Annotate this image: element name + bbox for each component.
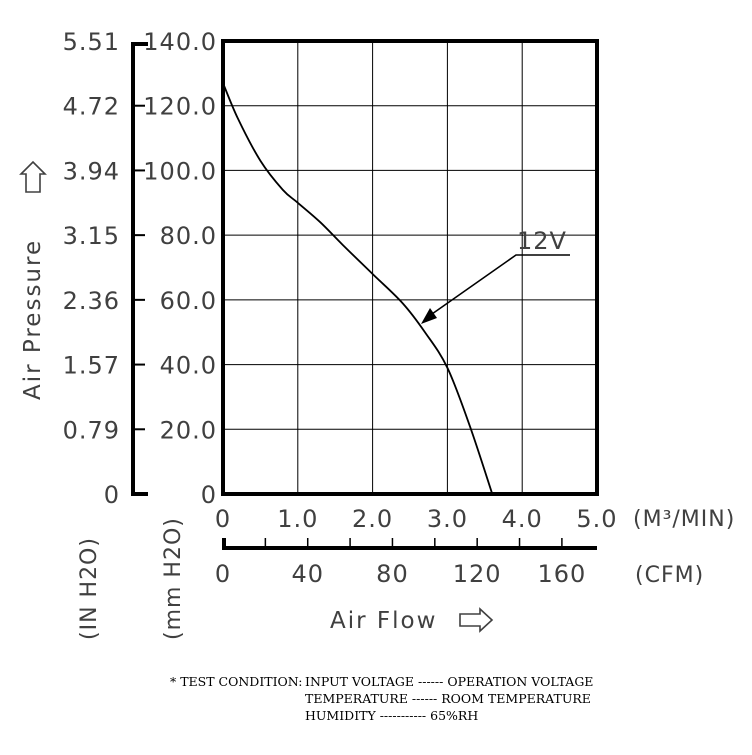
plot-frame	[221, 39, 599, 496]
y-tick-label-inh2o: 0	[104, 481, 120, 509]
x-tick-label-m3min: 1.0	[277, 505, 318, 533]
x-tick-label-cfm: 160	[537, 560, 586, 588]
y-tick-label-inh2o: 3.15	[63, 222, 120, 250]
series-line-12v	[222, 82, 494, 495]
y-unit-mmh2o: (mm H2O)	[161, 517, 186, 640]
x-tick-label-cfm: 0	[215, 560, 231, 588]
y-tick-label-mmh2o: 100.0	[143, 157, 217, 185]
test-condition-note: * TEST CONDITION: INPUT VOLTAGE ------ O…	[170, 674, 593, 723]
y-tick-label-inh2o: 3.94	[63, 157, 120, 185]
y-tick-label-mmh2o: 140.0	[143, 28, 217, 56]
series-label-12v: 12V	[517, 227, 567, 255]
right-arrow-icon	[459, 607, 494, 633]
y-tick-label-mmh2o: 20.0	[160, 416, 217, 444]
x-tick-label-cfm: 120	[453, 560, 502, 588]
grid-lines	[223, 41, 597, 494]
x-tick-label-m3min: 5.0	[576, 505, 617, 533]
series-arrowhead	[421, 308, 437, 324]
y-tick-label-inh2o: 0.79	[63, 416, 120, 444]
up-arrow-icon	[19, 160, 47, 193]
y-tick-label-inh2o: 1.57	[63, 352, 120, 380]
x-tick-labels-m3min: 0 1.0 2.0 3.0 4.0 5.0	[215, 505, 617, 533]
y-axis-label: Air Pressure	[20, 239, 46, 400]
x-axis-title: Air Flow	[330, 607, 494, 634]
y-tick-label-inh2o: 2.36	[63, 287, 120, 315]
x-tick-labels-cfm: 0 40 80 120 160	[215, 560, 586, 588]
x-axis-label: Air Flow	[330, 608, 437, 634]
y-axis-title: Air Pressure	[19, 160, 47, 400]
y-tick-label-mmh2o: 40.0	[160, 352, 217, 380]
y-tick-labels: 0 0 20.0 0.79 40.0 1.57 60.0 2.36 80.0 3.15 100.0 3…	[63, 28, 217, 509]
test-condition-line-1: INPUT VOLTAGE ------ OPERATION VOLTAGE	[305, 674, 593, 689]
test-condition-label: * TEST CONDITION:	[170, 674, 303, 689]
y-tick-label-inh2o: 5.51	[63, 28, 120, 56]
series-leader-line	[431, 254, 570, 315]
y-tick-label-mmh2o: 60.0	[160, 287, 217, 315]
test-condition-line-2: TEMPERATURE ------ ROOM TEMPERATURE	[305, 691, 591, 706]
x-tick-label-m3min: 0	[215, 505, 231, 533]
y-tick-label-inh2o: 4.72	[63, 93, 120, 121]
y-unit-inh2o: (IN H2O)	[77, 537, 102, 640]
x-tick-label-m3min: 2.0	[352, 505, 393, 533]
x-unit-m3min: (M³/MIN)	[633, 507, 735, 532]
y-tick-label-mmh2o: 0	[201, 481, 217, 509]
y-tick-label-mmh2o: 80.0	[160, 222, 217, 250]
test-condition-line-3: HUMIDITY ----------- 65%RH	[305, 708, 478, 723]
x-unit-cfm: (CFM)	[635, 563, 704, 588]
x-tick-label-cfm: 40	[291, 560, 324, 588]
y-axis-bracket	[131, 42, 148, 496]
x-tick-label-m3min: 4.0	[502, 505, 543, 533]
x-tick-label-m3min: 3.0	[427, 505, 468, 533]
y-tick-label-mmh2o: 120.0	[143, 93, 217, 121]
cfm-axis	[222, 538, 597, 550]
x-tick-label-cfm: 80	[376, 560, 409, 588]
